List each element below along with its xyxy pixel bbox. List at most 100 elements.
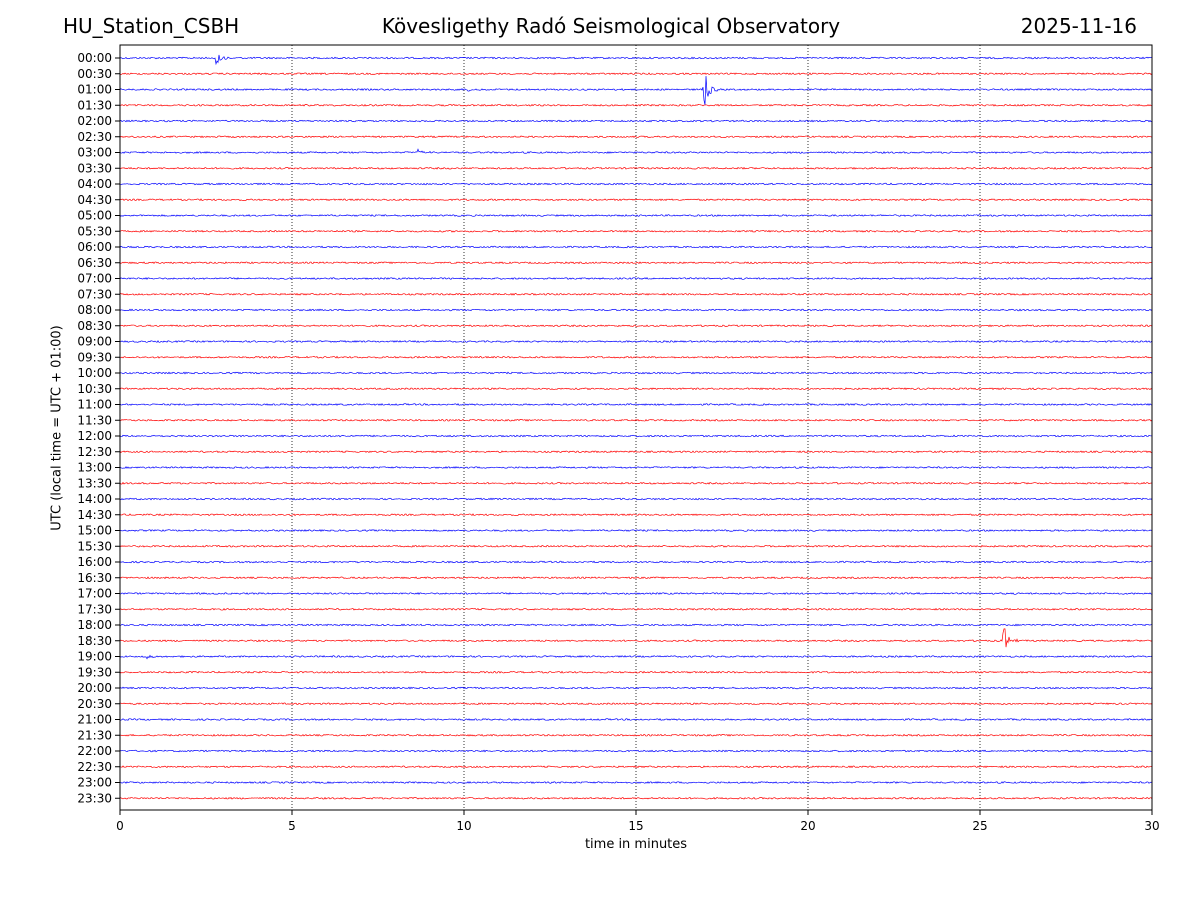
y-tick-label: 21:30: [77, 728, 112, 742]
y-tick-label: 09:00: [77, 335, 112, 349]
trace-row: [119, 135, 1153, 139]
trace-row: [119, 592, 1153, 595]
trace-row: [119, 654, 1153, 660]
trace-row: [119, 450, 1153, 454]
y-tick-label: 03:30: [77, 161, 112, 175]
y-tick-label: 08:00: [77, 303, 112, 317]
y-tick-label: 15:30: [77, 539, 112, 553]
x-tick-label: 15: [628, 819, 643, 833]
trace-row: [119, 513, 1153, 517]
trace-row: [119, 749, 1153, 753]
y-axis-label: UTC (local time = UTC + 01:00): [49, 325, 65, 531]
y-tick-label: 08:30: [77, 319, 112, 333]
x-axis-ticks: 0 5 10 15 20 25 30: [116, 810, 1160, 833]
y-tick-label: 18:30: [77, 634, 112, 648]
trace-row: [119, 198, 1153, 202]
y-tick-label: 20:00: [77, 681, 112, 695]
y-tick-label: 17:00: [77, 587, 112, 601]
y-tick-label: 22:30: [77, 760, 112, 774]
y-tick-label: 17:30: [77, 602, 112, 616]
y-tick-label: 00:00: [77, 51, 112, 65]
chart-date: 2025-11-16: [1020, 14, 1137, 38]
y-tick-label: 20:30: [77, 697, 112, 711]
trace-row: [119, 148, 1153, 154]
y-tick-label: 02:00: [77, 114, 112, 128]
trace-row: [119, 308, 1153, 312]
y-tick-label: 02:30: [77, 130, 112, 144]
y-tick-label: 14:30: [77, 508, 112, 522]
trace-row: [119, 481, 1153, 485]
seismic-traces: [119, 54, 1153, 800]
trace-row: [119, 560, 1153, 564]
trace-row: [119, 781, 1153, 784]
y-tick-label: 16:00: [77, 555, 112, 569]
trace-row: [119, 103, 1153, 107]
trace-row: [119, 529, 1153, 532]
trace-row: [119, 72, 1153, 76]
y-tick-label: 19:30: [77, 665, 112, 679]
grid-lines: [291, 45, 981, 810]
trace-row: [120, 182, 1153, 186]
trace-row: [119, 166, 1153, 170]
y-tick-label: 14:00: [77, 492, 112, 506]
trace-row: [119, 261, 1153, 265]
y-tick-label: 23:30: [77, 791, 112, 805]
trace-row: [119, 466, 1153, 469]
y-tick-label: 10:30: [77, 382, 112, 396]
x-tick-label: 10: [456, 819, 471, 833]
x-tick-label: 30: [1144, 819, 1159, 833]
y-tick-label: 13:30: [77, 476, 112, 490]
y-tick-label: 16:30: [77, 571, 112, 585]
trace-row: [119, 544, 1153, 548]
y-tick-label: 06:30: [77, 256, 112, 270]
y-tick-label: 12:00: [77, 429, 112, 443]
y-tick-label: 01:00: [77, 83, 112, 97]
trace-row: [119, 623, 1153, 627]
trace-row: [119, 628, 1153, 648]
y-tick-label: 13:00: [77, 461, 112, 475]
y-tick-label: 19:00: [77, 650, 112, 664]
y-tick-label: 22:00: [77, 744, 112, 758]
trace-row: [119, 670, 1153, 674]
x-tick-label: 20: [800, 819, 815, 833]
y-tick-label: 12:30: [77, 445, 112, 459]
trace-row: [119, 229, 1153, 233]
trace-row: [119, 607, 1153, 611]
trace-row: [119, 371, 1153, 375]
y-tick-label: 23:00: [77, 776, 112, 790]
trace-row: [119, 387, 1153, 391]
y-tick-label: 11:30: [77, 413, 112, 427]
x-tick-label: 0: [116, 819, 124, 833]
trace-row: [119, 418, 1153, 422]
trace-row: [119, 214, 1153, 217]
y-tick-label: 05:30: [77, 224, 112, 238]
y-tick-label: 18:00: [77, 618, 112, 632]
trace-row: [119, 686, 1153, 690]
y-tick-label: 11:00: [77, 398, 112, 412]
y-tick-label: 03:00: [77, 146, 112, 160]
trace-row: [119, 324, 1153, 328]
trace-row: [119, 340, 1153, 343]
trace-row: [119, 702, 1153, 706]
y-tick-label: 21:00: [77, 713, 112, 727]
y-tick-label: 04:00: [77, 177, 112, 191]
trace-row: [119, 576, 1153, 580]
trace-row: [119, 733, 1153, 737]
y-tick-label: 07:30: [77, 287, 112, 301]
trace-row: [119, 796, 1153, 800]
trace-row: [119, 434, 1153, 438]
y-tick-label: 01:30: [77, 98, 112, 112]
y-tick-label: 06:00: [77, 240, 112, 254]
trace-row: [119, 54, 1153, 66]
y-tick-label: 07:00: [77, 272, 112, 286]
trace-row: [119, 119, 1153, 123]
y-tick-label: 00:30: [77, 67, 112, 81]
trace-row: [119, 403, 1153, 406]
y-tick-label: 05:00: [77, 209, 112, 223]
x-tick-label: 5: [288, 819, 296, 833]
trace-row: [119, 718, 1153, 721]
y-tick-label: 04:30: [77, 193, 112, 207]
trace-row: [119, 497, 1153, 501]
trace-row: [119, 245, 1153, 249]
